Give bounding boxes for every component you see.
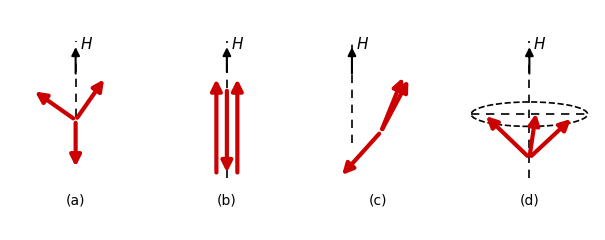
Text: (c): (c) [369, 193, 387, 207]
Text: H: H [356, 37, 368, 52]
Text: H: H [80, 37, 92, 52]
Text: (d): (d) [520, 193, 539, 207]
Text: (a): (a) [66, 193, 85, 207]
Text: (b): (b) [217, 193, 237, 207]
Text: H: H [534, 37, 546, 52]
Text: H: H [232, 37, 243, 52]
